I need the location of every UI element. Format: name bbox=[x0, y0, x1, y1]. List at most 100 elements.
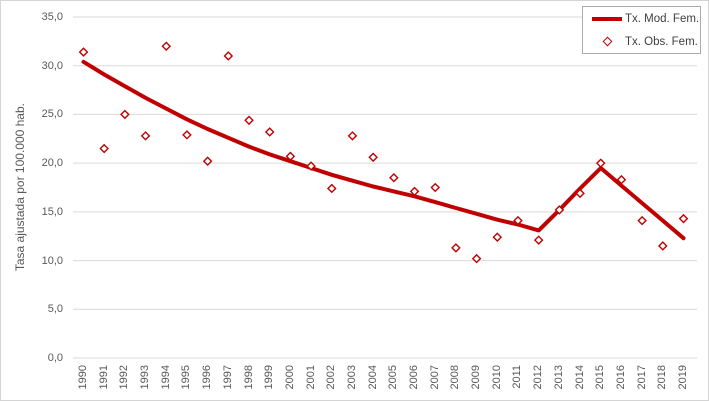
x-axis-tick-label: 2002 bbox=[323, 365, 341, 397]
x-axis-tick-label: 2010 bbox=[488, 365, 506, 397]
x-axis-tick-label-text: 2008 bbox=[449, 365, 462, 390]
observed-data-point bbox=[678, 213, 689, 224]
x-axis-tick-label: 2011 bbox=[509, 365, 527, 397]
x-axis-tick-label-text: 1990 bbox=[77, 365, 89, 390]
x-axis-tick-label: 2008 bbox=[447, 365, 465, 397]
observed-data-point bbox=[430, 182, 441, 193]
legend-item-model: Tx. Mod. Fem. bbox=[592, 7, 700, 30]
x-axis-tick-label-text: 2018 bbox=[656, 365, 669, 390]
legend-label-observed: Tx. Obs. Fem. bbox=[625, 35, 698, 48]
x-axis-tick-label: 1996 bbox=[199, 365, 217, 397]
x-axis-tick-label: 2007 bbox=[426, 365, 444, 397]
observed-data-point bbox=[182, 130, 192, 140]
x-axis-tick-label-text: 2009 bbox=[470, 365, 483, 390]
x-axis-tick-label: 2005 bbox=[385, 365, 403, 397]
x-axis-tick-label-text: 2006 bbox=[408, 365, 421, 390]
x-axis-tick-label: 1991 bbox=[95, 365, 113, 397]
x-axis-tick-label: 1998 bbox=[240, 365, 258, 397]
diamond-marker-icon bbox=[602, 36, 612, 47]
observed-data-point bbox=[202, 156, 213, 166]
x-axis-tick-label: 2000 bbox=[281, 365, 299, 397]
x-axis-tick-label-text: 2014 bbox=[573, 365, 586, 390]
observed-data-point bbox=[451, 243, 461, 253]
observed-data-point bbox=[554, 205, 565, 215]
x-axis-tick-label-text: 2002 bbox=[325, 365, 338, 390]
x-axis-tick-label: 1993 bbox=[137, 365, 155, 397]
observed-data-point bbox=[658, 241, 668, 251]
model-line-series bbox=[81, 59, 686, 241]
x-axis-tick-label: 2003 bbox=[343, 365, 361, 397]
observed-data-point bbox=[161, 41, 172, 52]
y-axis-tick-label: 30,0 bbox=[41, 59, 63, 72]
observed-data-point bbox=[99, 143, 109, 154]
observed-data-point bbox=[140, 131, 151, 141]
x-axis-tick-label-text: 2017 bbox=[635, 365, 648, 390]
observed-data-point bbox=[389, 172, 399, 183]
y-axis-tick-label: 20,0 bbox=[41, 157, 63, 170]
observed-data-point bbox=[78, 47, 89, 57]
x-axis-tick-label: 1995 bbox=[178, 365, 196, 397]
x-axis-tick-label-text: 1995 bbox=[180, 365, 193, 390]
observed-data-point bbox=[368, 152, 378, 163]
legend: Tx. Mod. Fem. Tx. Obs. Fem. bbox=[582, 6, 701, 54]
y-axis-tick-label: 25,0 bbox=[41, 108, 63, 121]
observed-data-point bbox=[347, 131, 358, 141]
observed-data-point bbox=[120, 109, 130, 120]
observed-data-point bbox=[244, 115, 254, 126]
x-axis-tick-label-text: 1997 bbox=[221, 365, 234, 390]
y-axis-title-text: Tasa ajustada por 100.000 hab. bbox=[13, 103, 27, 272]
x-axis-tick-label: 2017 bbox=[633, 365, 651, 397]
y-axis-tick-label: 10,0 bbox=[41, 254, 63, 267]
legend-label-model: Tx. Mod. Fem. bbox=[625, 12, 700, 25]
x-axis-tick-label: 1997 bbox=[219, 365, 237, 397]
y-axis-tick-label: 15,0 bbox=[41, 205, 63, 218]
x-axis-tick-label-text: 1999 bbox=[263, 365, 276, 390]
observed-data-point bbox=[595, 158, 606, 168]
x-axis-tick-label: 2014 bbox=[571, 365, 589, 397]
legend-item-observed: Tx. Obs. Fem. bbox=[592, 30, 700, 53]
x-axis-tick-label: 1992 bbox=[116, 365, 134, 397]
x-axis-tick-label: 2012 bbox=[530, 365, 548, 397]
x-axis-tick-label-text: 1992 bbox=[118, 365, 131, 390]
x-axis-tick-label-text: 1996 bbox=[201, 365, 214, 390]
x-axis-tick-label-text: 2011 bbox=[511, 365, 524, 389]
x-axis-tick-label: 2019 bbox=[675, 365, 693, 397]
observed-data-point bbox=[264, 127, 275, 137]
x-axis-tick-label: 2001 bbox=[302, 365, 320, 397]
observed-data-point bbox=[616, 174, 627, 185]
x-axis-tick-label: 2009 bbox=[468, 365, 486, 397]
x-axis-tick-label-text: 2005 bbox=[387, 365, 400, 390]
observed-data-point bbox=[285, 151, 296, 162]
x-axis-tick-label: 2006 bbox=[406, 365, 424, 397]
x-axis-tick-label-text: 2004 bbox=[366, 365, 379, 390]
y-axis-tick-label: 5,0 bbox=[47, 303, 63, 316]
x-axis-tick-label-text: 2016 bbox=[614, 365, 627, 390]
line-swatch-icon bbox=[592, 16, 622, 21]
swatch-zone bbox=[592, 36, 622, 47]
x-axis-tick-label-text: 2001 bbox=[304, 365, 317, 390]
x-axis-tick-label-text: 2010 bbox=[490, 365, 503, 390]
observed-data-point bbox=[471, 253, 482, 264]
x-axis-tick-label: 1999 bbox=[261, 365, 279, 397]
x-axis-tick-label-text: 2019 bbox=[677, 365, 689, 390]
x-axis-tick-label-text: 2015 bbox=[594, 365, 607, 390]
x-axis-tick-label: 2004 bbox=[364, 365, 382, 397]
x-axis-tick-label-text: 2012 bbox=[532, 365, 545, 390]
x-axis-tick-label: 1990 bbox=[75, 365, 93, 397]
x-axis-tick-label: 2018 bbox=[654, 365, 672, 397]
swatch-zone bbox=[592, 16, 622, 21]
x-axis-tick-label: 1994 bbox=[157, 365, 175, 397]
x-axis-tick-label-text: 2007 bbox=[428, 365, 441, 390]
observed-data-point bbox=[306, 161, 316, 171]
observed-data-point bbox=[326, 183, 337, 194]
observed-data-point bbox=[409, 186, 420, 197]
x-axis-tick-label: 2015 bbox=[592, 365, 610, 397]
x-axis-tick-label-text: 2000 bbox=[283, 365, 296, 390]
x-axis-tick-label-text: 1998 bbox=[242, 365, 255, 390]
observed-data-point bbox=[533, 235, 544, 245]
x-axis-tick-label-text: 2003 bbox=[345, 365, 358, 390]
observed-data-point bbox=[575, 188, 585, 199]
observed-data-point bbox=[637, 215, 647, 226]
